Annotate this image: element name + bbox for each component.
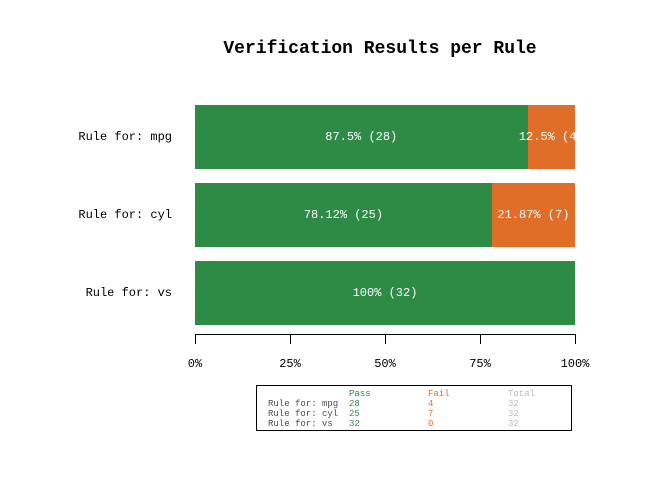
cell-total: 32: [508, 419, 519, 429]
cell-rule-label: Rule for: mpg: [268, 399, 339, 409]
y-axis-label-cyl: Rule for: cyl: [78, 208, 172, 222]
table-row: Rule for: mpg 28 4 32: [268, 399, 571, 409]
y-axis-label-mpg: Rule for: mpg: [78, 130, 172, 144]
y-axis-label-vs: Rule for: vs: [85, 286, 172, 300]
table-header-row: Pass Fail Total: [268, 389, 571, 399]
chart-title: Verification Results per Rule: [223, 39, 537, 59]
pass-segment-cyl: 78.12% (25): [195, 183, 492, 247]
cell-total: 32: [508, 409, 519, 419]
table-header-pass: Pass: [349, 389, 371, 399]
summary-table: Pass Fail Total Rule for: mpg 28 4 32 Ru…: [256, 385, 572, 431]
table-row: Rule for: cyl 25 7 32: [268, 409, 571, 419]
cell-rule-label: Rule for: cyl: [268, 409, 339, 419]
cell-pass: 28: [349, 399, 360, 409]
bar-rule-vs: 100% (32): [195, 261, 575, 325]
cell-pass: 25: [349, 409, 360, 419]
x-axis-tick: [195, 335, 196, 344]
cell-fail: 0: [428, 419, 434, 429]
x-axis-tick-labels: 0% 25% 50% 75% 100%: [188, 357, 590, 371]
x-axis-tick-label: 0%: [187, 357, 203, 371]
fail-segment-cyl: 21.87% (7): [491, 183, 575, 247]
pass-value-label: 78.12% (25): [303, 208, 384, 222]
table-header-total: Total: [508, 389, 536, 399]
x-axis-tick: [290, 335, 291, 344]
table-header-rule: [268, 389, 349, 399]
bar-rule-mpg: 87.5% (28) 12.5% (4): [195, 105, 575, 169]
x-axis-tick: [385, 335, 386, 344]
bar-rule-cyl: 78.12% (25) 21.87% (7): [195, 183, 575, 247]
cell-rule-label: Rule for: vs: [268, 419, 333, 429]
x-axis-ticks: [195, 335, 576, 344]
x-axis-tick-label: 100%: [560, 357, 590, 371]
x-axis-tick-label: 25%: [279, 357, 301, 371]
table-row: Rule for: vs 32 0 32: [268, 419, 571, 429]
cell-total: 32: [508, 399, 519, 409]
pass-value-label: 87.5% (28): [325, 130, 398, 144]
cell-fail: 7: [428, 409, 434, 419]
x-axis-tick: [575, 335, 576, 344]
plot-area: 87.5% (28) 12.5% (4) 78.12% (25) 21.87% …: [195, 105, 575, 325]
pass-value-label: 100% (32): [352, 286, 418, 300]
x-axis-line: [195, 334, 576, 335]
pass-segment-mpg: 87.5% (28): [195, 105, 528, 169]
fail-value-label: 12.5% (4): [518, 130, 575, 144]
table-header-fail: Fail: [428, 389, 450, 399]
pass-segment-vs: 100% (32): [195, 261, 575, 325]
x-axis-tick: [480, 335, 481, 344]
x-axis-tick-label: 50%: [374, 357, 396, 371]
cell-fail: 4: [428, 399, 434, 409]
fail-segment-mpg: 12.5% (4): [519, 105, 575, 169]
fail-value-label: 21.87% (7): [497, 208, 570, 222]
x-axis-tick-label: 75%: [469, 357, 491, 371]
cell-pass: 32: [349, 419, 360, 429]
